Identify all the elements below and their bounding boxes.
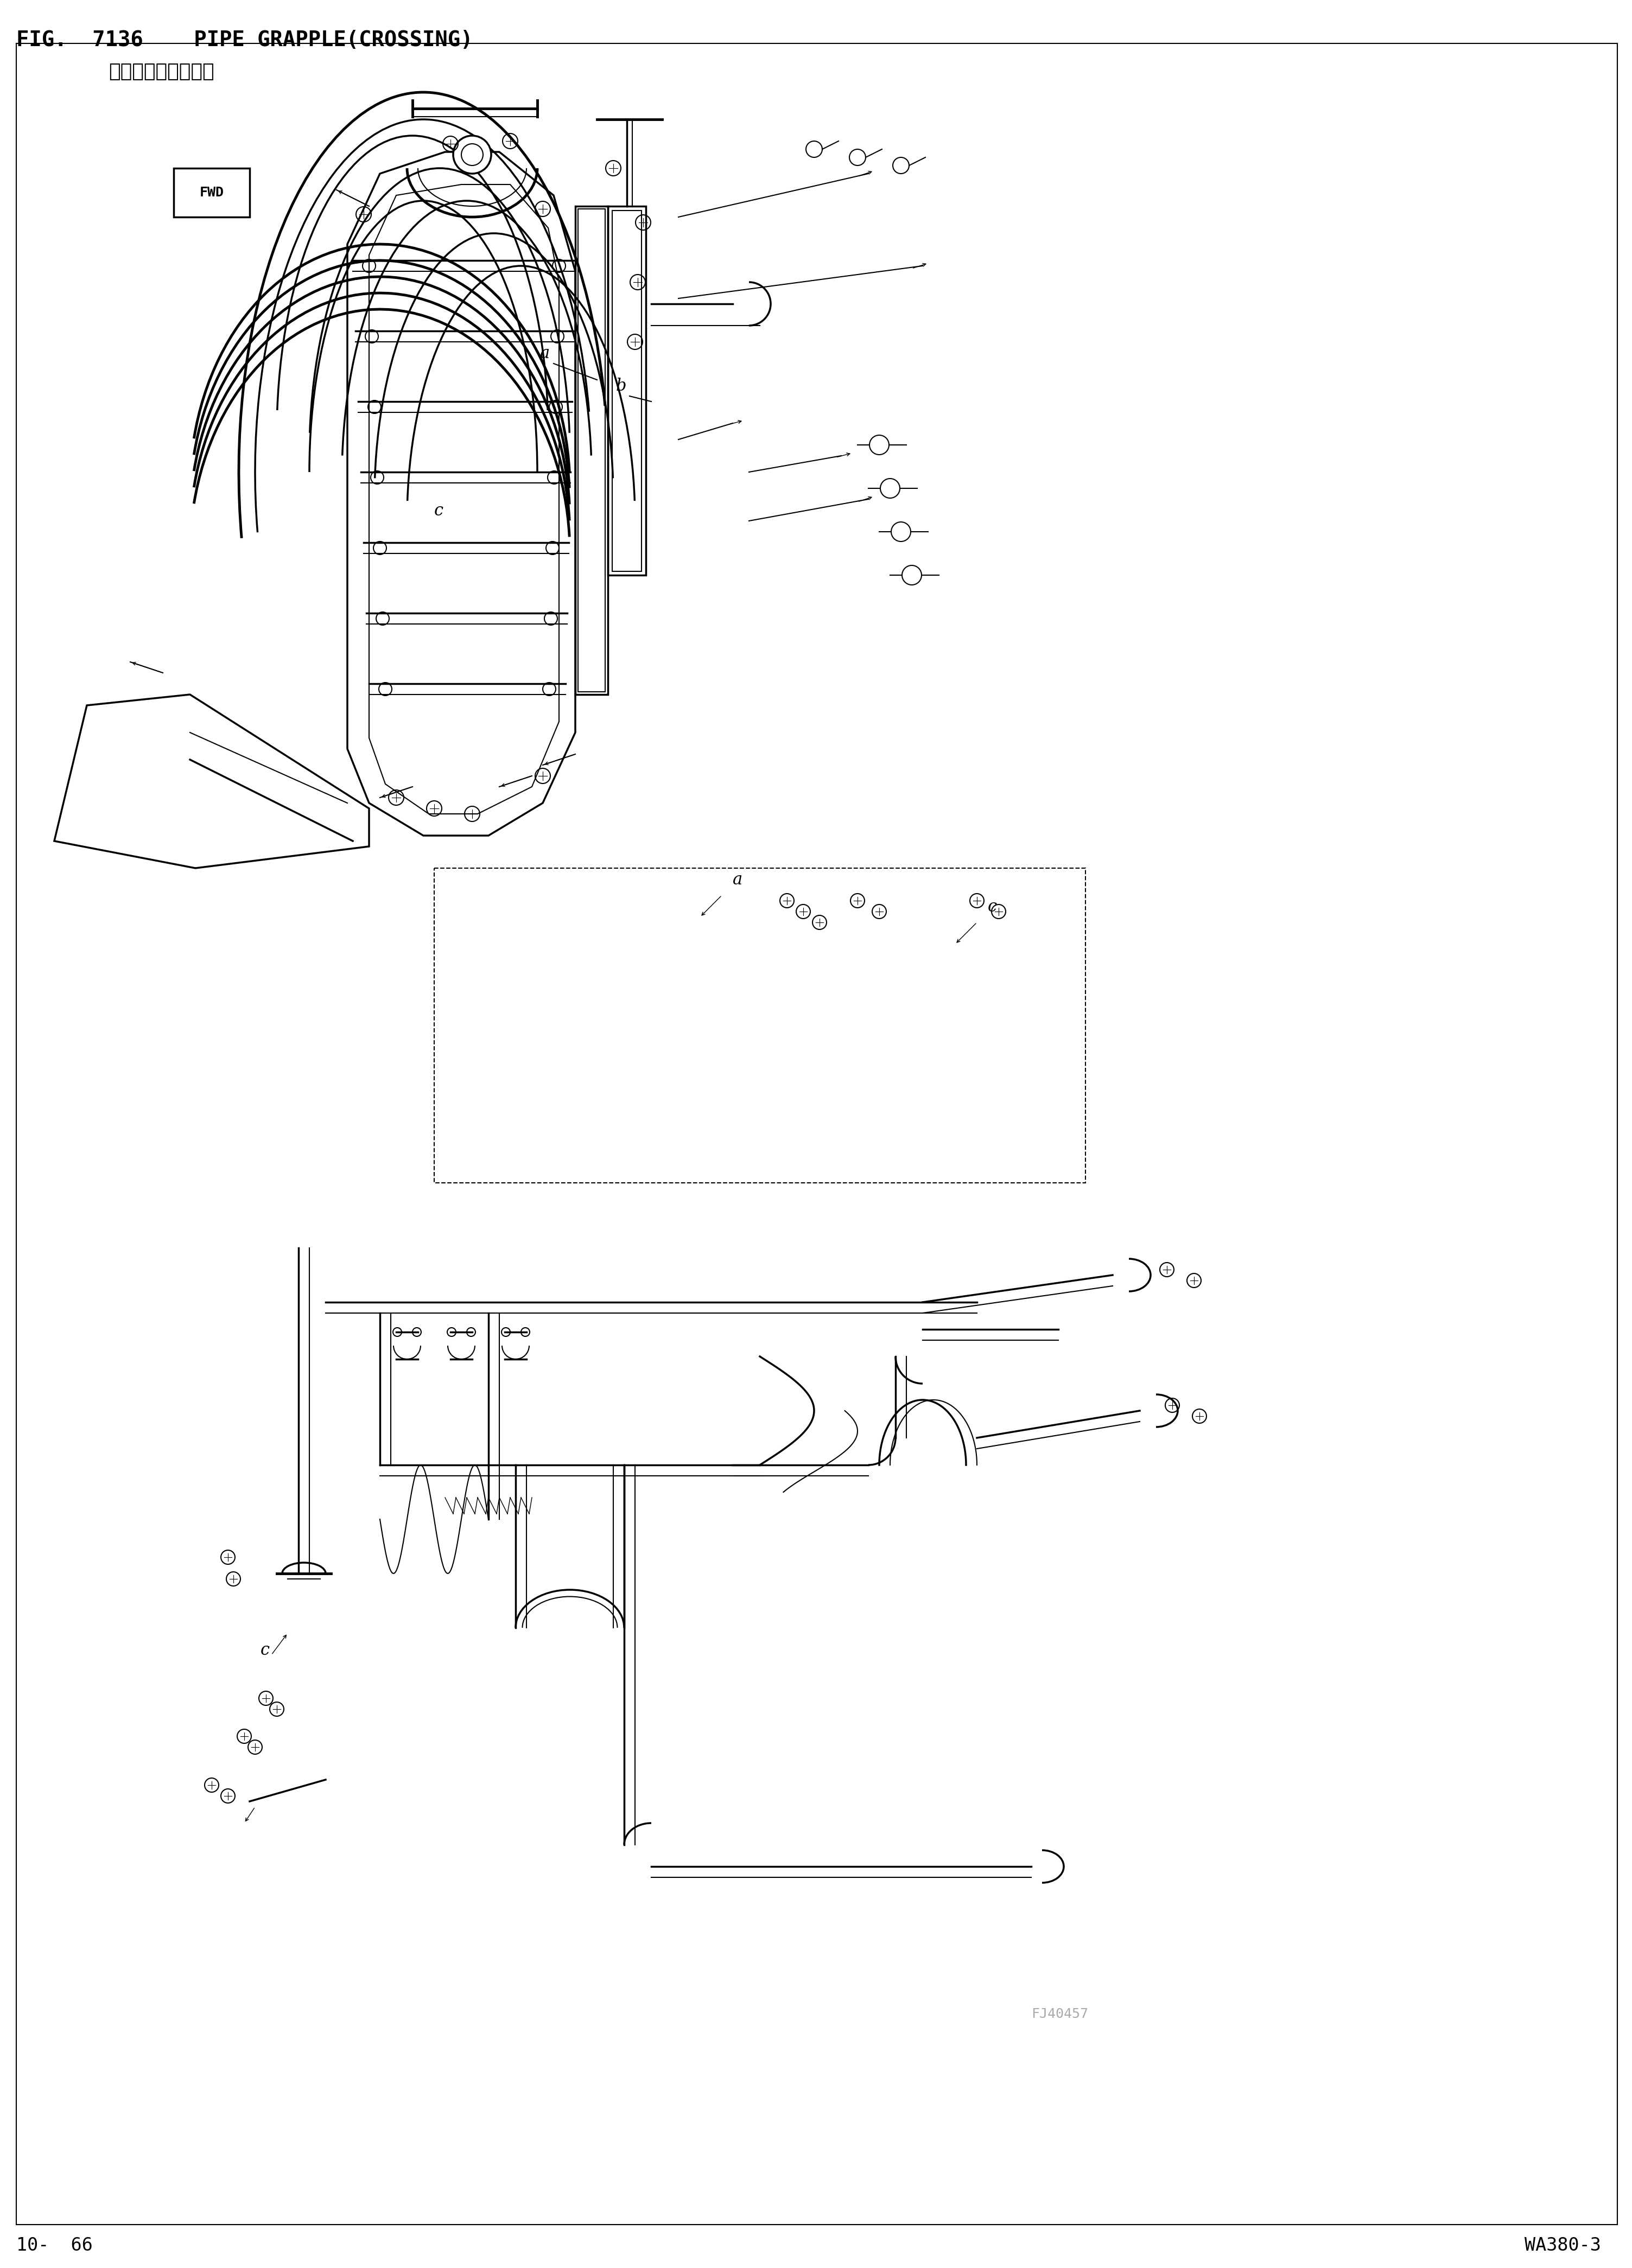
Text: 10-  66: 10- 66 (16, 2236, 93, 2254)
Bar (576, 206, 607, 694)
Bar (612, 211, 641, 572)
Text: WA380-3: WA380-3 (1524, 2236, 1601, 2254)
Text: FWD: FWD (199, 186, 224, 200)
Text: FJ40457: FJ40457 (1031, 2007, 1089, 2021)
Text: a: a (733, 871, 743, 889)
Bar (607, 206, 646, 576)
Text: c: c (434, 503, 444, 519)
Text: c: c (261, 1642, 269, 1658)
Text: b: b (615, 379, 627, 395)
Text: 鈢管抓具（交叉式）: 鈢管抓具（交叉式） (109, 64, 214, 82)
Bar (173, 168, 250, 218)
Circle shape (454, 136, 491, 175)
Bar (578, 209, 605, 692)
Text: a: a (540, 345, 550, 363)
Text: FIG.  7136    PIPE GRAPPLE(CROSSING): FIG. 7136 PIPE GRAPPLE(CROSSING) (16, 29, 473, 50)
Text: c: c (987, 898, 997, 916)
